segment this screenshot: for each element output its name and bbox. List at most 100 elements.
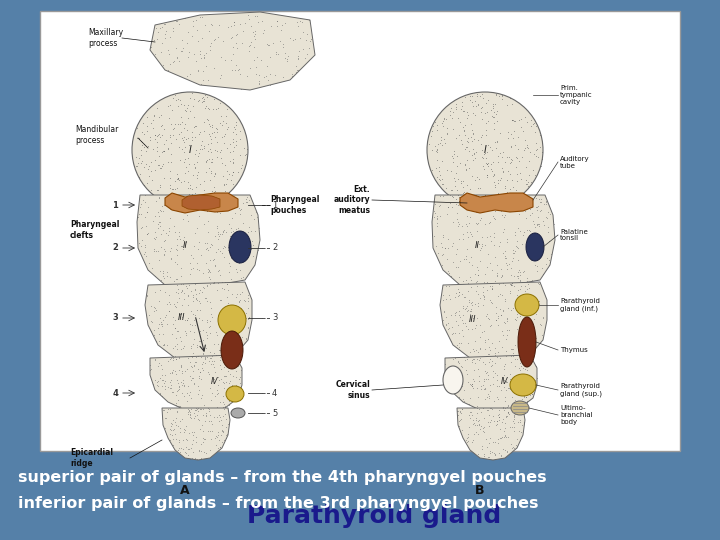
Point [518,228,529,237]
Point [174,448,186,457]
Point [189,328,200,336]
Point [451,263,462,272]
Point [531,261,543,270]
Point [196,364,207,373]
Point [449,182,461,191]
Point [140,191,151,200]
Point [186,184,198,193]
Point [476,328,487,336]
Point [197,427,209,435]
Polygon shape [145,282,252,360]
Point [164,383,176,392]
Point [191,173,202,182]
Point [230,316,242,325]
Point [218,253,230,261]
Point [194,130,205,138]
Point [440,294,451,303]
Point [186,363,198,372]
Point [138,195,149,204]
Point [291,62,302,71]
Point [478,423,490,431]
Point [445,107,456,116]
Point [145,360,156,369]
Point [532,219,544,228]
Point [161,272,173,280]
Point [459,199,471,208]
Point [193,447,204,455]
Point [215,310,226,319]
Point [185,265,197,273]
Text: Parathyroid
gland (sup.): Parathyroid gland (sup.) [560,383,602,397]
Point [454,342,465,351]
Point [195,454,207,463]
Point [474,343,485,352]
Point [431,148,443,157]
Point [501,316,513,325]
Point [450,289,462,298]
Point [501,448,513,456]
Point [205,353,217,362]
Point [225,317,236,326]
Point [209,183,220,192]
Point [272,50,284,58]
Point [265,22,276,30]
Point [453,288,464,296]
Point [245,244,256,252]
Point [461,137,472,145]
Point [229,18,240,26]
Point [507,249,518,258]
Point [480,154,491,163]
Point [163,114,174,123]
Point [225,305,236,313]
Point [510,441,521,449]
Point [199,141,210,150]
Point [189,320,201,329]
Point [472,301,484,310]
Point [511,170,523,178]
Point [201,244,212,252]
Point [531,374,542,382]
Point [513,390,524,399]
Point [485,418,496,427]
Point [247,241,258,249]
Point [172,446,184,455]
Point [212,389,224,397]
Point [485,415,497,424]
Point [456,326,467,335]
Point [184,184,195,192]
Point [186,22,198,30]
Point [515,417,526,426]
Point [500,397,511,406]
Point [207,256,219,265]
Point [528,150,540,158]
Point [165,273,176,281]
Point [538,200,549,208]
Point [242,294,253,302]
Point [475,213,487,222]
Polygon shape [165,193,238,213]
Point [470,191,482,200]
Point [465,191,477,200]
Point [240,296,251,305]
Point [513,336,524,345]
Point [512,274,523,282]
Point [468,354,480,363]
Point [158,140,169,149]
Point [177,199,189,208]
Point [169,323,181,332]
Point [172,421,184,430]
Point [242,11,253,19]
Text: Pharyngeal
clefts: Pharyngeal clefts [70,220,120,240]
Point [220,129,231,138]
Point [188,253,199,262]
Point [493,406,505,414]
Point [202,190,213,198]
Point [523,231,535,239]
Point [534,143,546,152]
Point [198,284,210,292]
Point [436,243,448,252]
Point [200,157,212,165]
Point [156,375,168,384]
Point [140,198,151,207]
Point [519,207,531,215]
